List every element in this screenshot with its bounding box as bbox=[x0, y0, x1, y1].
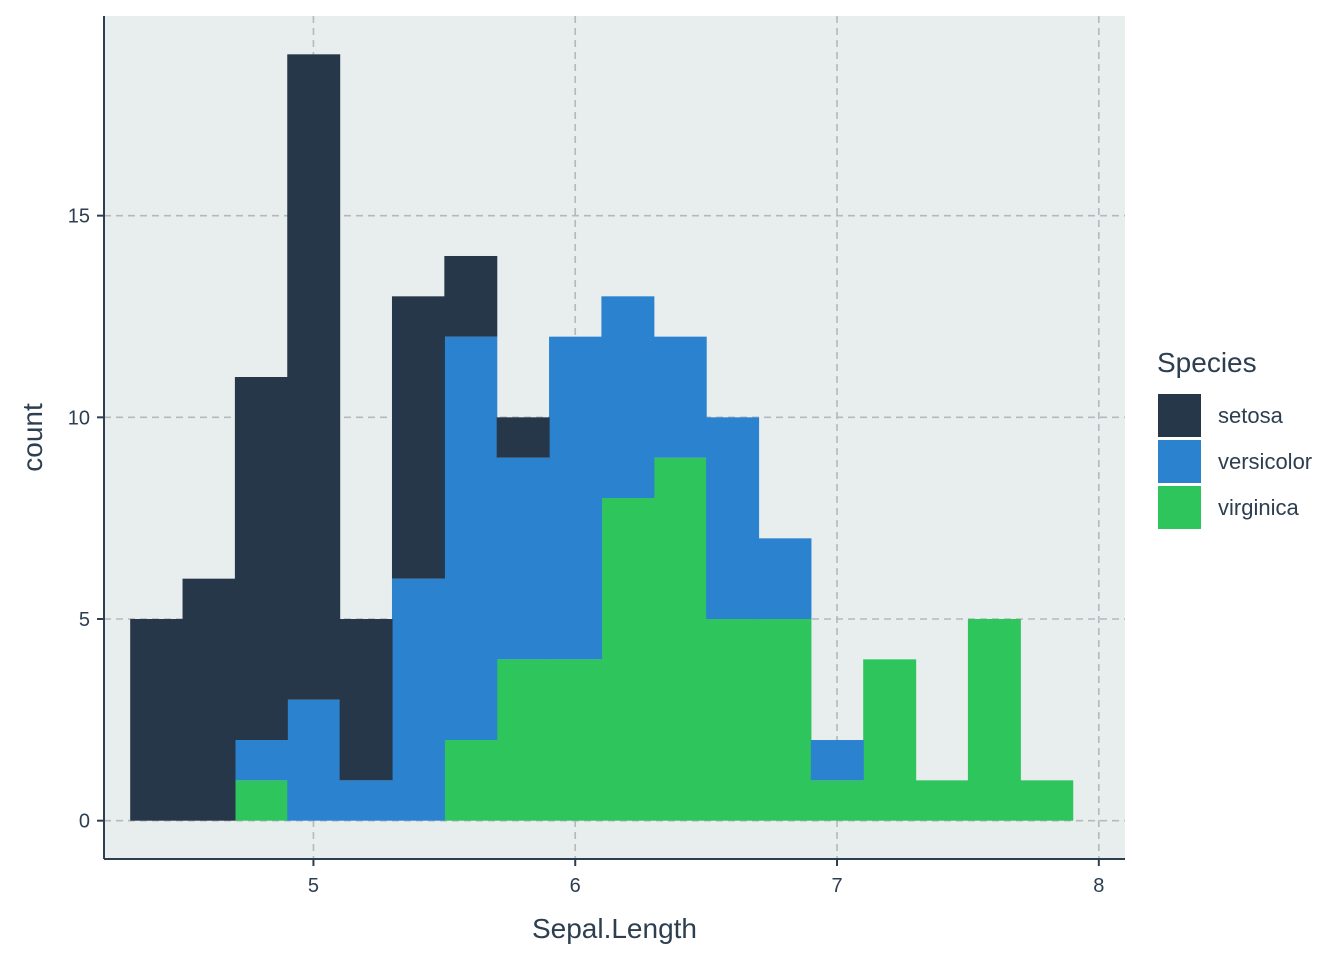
bar-setosa bbox=[287, 54, 341, 700]
bar-versicolor bbox=[810, 740, 864, 781]
bar-virginica bbox=[653, 457, 707, 821]
bar-versicolor bbox=[758, 538, 812, 620]
bar-virginica bbox=[444, 740, 498, 821]
bar-versicolor bbox=[339, 780, 393, 821]
bar-virginica bbox=[967, 619, 1021, 821]
y-axis-title: count bbox=[17, 403, 48, 472]
bar-virginica bbox=[758, 619, 812, 821]
y-tick-label: 15 bbox=[68, 206, 90, 228]
legend-label-setosa: setosa bbox=[1218, 403, 1284, 428]
axes bbox=[97, 16, 1125, 866]
y-tick-label: 5 bbox=[79, 609, 90, 631]
bar-setosa bbox=[130, 619, 184, 821]
bar-setosa bbox=[496, 417, 550, 458]
bar-virginica bbox=[1020, 780, 1074, 821]
bar-setosa bbox=[444, 255, 498, 337]
legend-key-virginica bbox=[1158, 486, 1201, 529]
bar-virginica bbox=[706, 619, 760, 821]
bar-versicolor bbox=[496, 457, 550, 660]
legend-key-setosa bbox=[1158, 394, 1201, 437]
bar-versicolor bbox=[653, 336, 707, 458]
legend-label-virginica: virginica bbox=[1218, 495, 1299, 520]
bar-virginica bbox=[234, 780, 288, 821]
legend-key-versicolor bbox=[1158, 440, 1201, 483]
bar-setosa bbox=[391, 296, 445, 579]
bar-setosa bbox=[182, 578, 236, 821]
x-tick-label: 6 bbox=[570, 875, 581, 897]
legend-label-versicolor: versicolor bbox=[1218, 449, 1312, 474]
legend-title: Species bbox=[1157, 347, 1257, 378]
x-axis-title: Sepal.Length bbox=[532, 913, 697, 944]
x-tick-label: 5 bbox=[308, 875, 319, 897]
bar-versicolor bbox=[706, 417, 760, 620]
y-tick-label: 10 bbox=[68, 407, 90, 429]
bar-versicolor bbox=[549, 336, 603, 660]
legend-items: setosa versicolor virginica bbox=[1158, 394, 1312, 529]
bar-versicolor bbox=[287, 699, 341, 821]
bar-versicolor bbox=[391, 578, 445, 821]
legend: Species setosa versicolor virginica bbox=[1157, 347, 1312, 529]
bar-setosa bbox=[339, 619, 393, 781]
histogram-bars bbox=[130, 54, 1074, 821]
bar-virginica bbox=[549, 659, 603, 821]
bar-virginica bbox=[496, 659, 550, 821]
bar-versicolor bbox=[234, 740, 288, 781]
y-tick-label: 0 bbox=[79, 811, 90, 833]
x-tick-label: 8 bbox=[1093, 875, 1104, 897]
bar-versicolor bbox=[601, 296, 655, 499]
bar-versicolor bbox=[444, 336, 498, 741]
bar-virginica bbox=[601, 498, 655, 821]
bar-virginica bbox=[863, 659, 917, 821]
bar-virginica bbox=[810, 780, 864, 821]
bar-setosa bbox=[234, 376, 288, 741]
bar-virginica bbox=[915, 780, 969, 821]
x-tick-label: 7 bbox=[831, 875, 842, 897]
tick-labels: 5 6 7 8 0 5 10 15 bbox=[68, 206, 1105, 897]
